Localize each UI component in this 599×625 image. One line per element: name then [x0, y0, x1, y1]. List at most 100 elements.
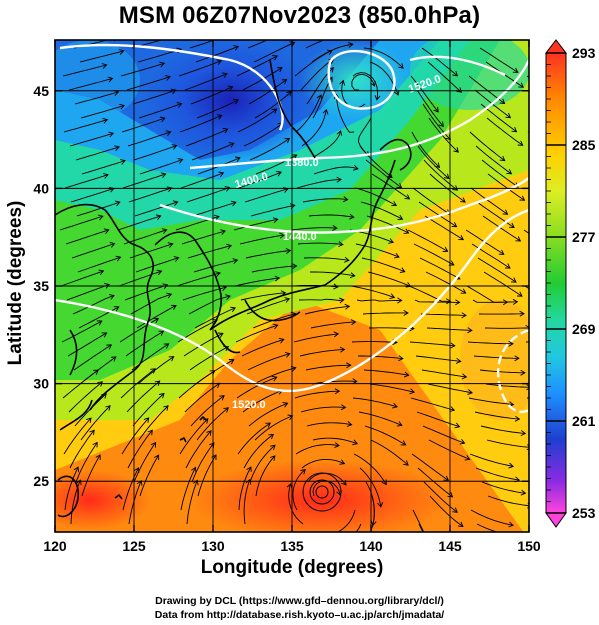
streamline [473, 355, 519, 359]
streamline [78, 306, 120, 329]
streamline-arrowhead [105, 405, 111, 411]
streamline-arrowhead [388, 238, 395, 244]
streamline [418, 523, 424, 532]
streamline-arrowhead [114, 145, 120, 152]
contour-label: 1380.0 [285, 157, 319, 169]
streamline-arrowhead [333, 331, 340, 338]
streamline [367, 271, 411, 287]
streamline [360, 201, 403, 220]
colorbar-min-arrow [545, 512, 567, 528]
streamline-arrowhead [216, 114, 223, 120]
streamline-arrowhead [452, 70, 459, 77]
streamline [190, 86, 233, 105]
streamline-arrowhead [73, 466, 80, 473]
streamline [129, 243, 173, 259]
streamline-arrowhead [575, 466, 580, 471]
streamline [359, 145, 393, 178]
streamline-arrowhead [448, 260, 455, 266]
streamline-arrowhead [220, 229, 226, 236]
streamline-arrowhead [499, 98, 506, 105]
streamline [64, 174, 109, 189]
streamline [137, 356, 174, 385]
streamline-arrowhead [403, 460, 409, 466]
streamline-arrowhead [97, 381, 103, 387]
streamline-arrowhead [287, 414, 294, 421]
streamline-arrowhead [519, 310, 525, 317]
streamline-arrowhead [150, 441, 157, 448]
streamline-arrowhead [336, 130, 343, 136]
streamline-arrowhead [115, 255, 122, 262]
colorbar-label: 285 [572, 137, 596, 153]
streamline [251, 265, 297, 273]
streamline-arrowhead [575, 521, 580, 526]
streamline-arrowhead [391, 200, 398, 207]
streamline [80, 105, 125, 119]
streamline [185, 430, 212, 469]
streamline-arrowhead [572, 351, 577, 356]
streamline-arrowhead [526, 384, 529, 391]
streamline [189, 40, 216, 49]
streamline [411, 131, 440, 168]
streamline [249, 138, 290, 161]
streamline-arrowhead [577, 308, 582, 313]
streamline-arrowhead [284, 137, 291, 144]
streamline-arrowhead [224, 186, 231, 192]
streamline-arrowhead [161, 228, 168, 234]
streamline [413, 243, 455, 266]
streamline [61, 320, 103, 343]
streamline-arrowhead [585, 436, 590, 441]
x-tick-label: 135 [280, 538, 304, 554]
streamline-arrowhead [455, 357, 462, 364]
streamline-arrowhead [172, 200, 179, 206]
streamline [186, 187, 230, 203]
streamline-arrowhead [221, 72, 228, 78]
streamline-arrowhead [191, 466, 197, 473]
streamline-arrowhead [103, 228, 110, 234]
streamline [130, 293, 172, 315]
streamline-arrowhead [270, 444, 276, 451]
colorbar-label: 293 [572, 45, 596, 61]
streamline [359, 467, 382, 507]
streamline [475, 467, 520, 481]
streamline [291, 227, 337, 231]
streamline [182, 286, 227, 301]
streamline [245, 250, 291, 259]
streamline [421, 47, 458, 77]
y-tick-label: 45 [33, 83, 49, 99]
streamline-arrowhead [450, 342, 456, 349]
streamline [81, 454, 101, 497]
streamline-arrowhead [429, 545, 433, 550]
streamline-arrowhead [326, 49, 333, 56]
streamline [412, 187, 450, 215]
streamline [191, 442, 215, 483]
streamline [305, 364, 351, 371]
streamline [236, 376, 277, 399]
streamline [244, 188, 289, 203]
streamline [127, 429, 153, 469]
streamline [356, 299, 402, 302]
streamline-arrowhead [520, 430, 527, 437]
streamline-arrowhead [377, 502, 384, 508]
y-axis: 25 30 35 40 45 [33, 83, 529, 489]
streamline-arrowhead [219, 395, 225, 401]
streamline-arrowhead [398, 355, 404, 362]
streamline-arrowhead [512, 67, 519, 73]
streamline-arrowhead [374, 95, 381, 101]
streamline-arrowhead [566, 337, 571, 342]
streamline [73, 344, 112, 371]
streamline-arrowhead [394, 252, 400, 259]
streamline [469, 453, 514, 467]
streamline-arrowhead [110, 356, 117, 362]
streamline [307, 472, 347, 486]
colorbar-label: 277 [572, 229, 596, 245]
chart-title: MSM 06Z07Nov2023 (850.0hPa) [118, 2, 481, 29]
streamline-arrowhead [170, 88, 177, 95]
streamline [468, 397, 514, 406]
streamline [361, 257, 405, 273]
streamline-arrowhead [281, 78, 288, 85]
streamline [193, 259, 238, 273]
streamline-arrowhead [286, 91, 292, 97]
streamline-arrowhead [101, 63, 108, 69]
streamline [411, 453, 449, 481]
streamline-arrowhead [165, 130, 172, 136]
